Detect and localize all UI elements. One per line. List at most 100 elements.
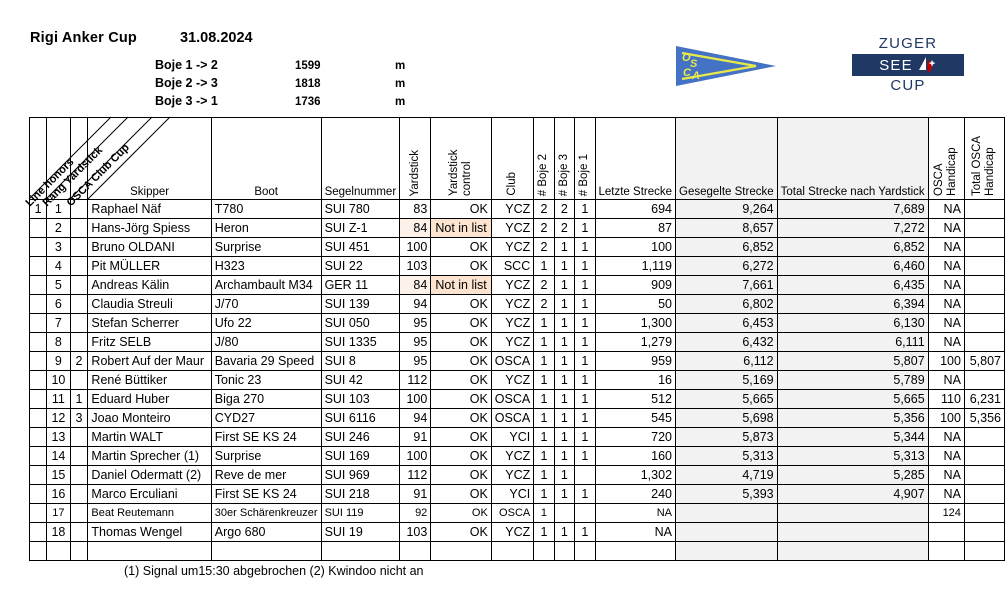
cell-letzte_strecke[interactable]: 512 [594,389,677,409]
cell-total_osca_handicap[interactable] [963,541,1005,561]
cell-gesegelte_strecke[interactable]: 6,432 [675,332,778,352]
cell-boje2[interactable]: 1 [533,465,555,485]
table-row[interactable]: 1 1 Raphael Näf T780 SUI 780 83 OK YCZ 2 2 1 694 9,2… [28,199,1005,219]
cell-osca_club_cup[interactable] [69,199,89,219]
cell-boot[interactable] [210,541,322,561]
cell-yardstick_control[interactable]: OK [430,427,492,447]
cell-line_honors[interactable] [28,541,48,561]
table-row[interactable]: 3 Bruno OLDANI Surprise SUI 451 100 OK YCZ 2 1 1 1… [28,237,1005,257]
cell-rang_yardstick[interactable]: 9 [46,351,71,371]
cell-boje2[interactable]: 1 [533,351,555,371]
cell-letzte_strecke[interactable]: 240 [594,484,677,504]
cell-boot[interactable]: 30er Schärenkreuzer [210,503,322,523]
cell-rang_yardstick[interactable]: 5 [46,275,71,295]
cell-letzte_strecke[interactable]: 1,119 [594,256,677,276]
cell-rang_yardstick[interactable]: 14 [46,446,71,466]
cell-boje3[interactable]: 1 [553,313,576,333]
cell-boot[interactable]: Surprise [210,446,322,466]
cell-total_strecke_nach_yardstick[interactable] [776,503,929,523]
cell-total_strecke_nach_yardstick[interactable]: 5,665 [776,389,929,409]
cell-yardstick_control[interactable]: OK [430,332,492,352]
cell-letzte_strecke[interactable]: 909 [594,275,677,295]
cell-gesegelte_strecke[interactable]: 6,852 [675,237,778,257]
cell-rang_yardstick[interactable]: 8 [46,332,71,352]
table-row[interactable] [28,541,1005,561]
cell-yardstick[interactable]: 94 [399,294,432,314]
cell-segelnummer[interactable]: GER 11 [320,275,401,295]
cell-skipper[interactable]: Robert Auf der Maur [87,351,212,371]
cell-skipper[interactable]: Daniel Odermatt (2) [87,465,212,485]
cell-boje2[interactable]: 1 [533,256,555,276]
cell-boje3[interactable]: 1 [553,275,576,295]
cell-skipper[interactable]: Andreas Kälin [87,275,212,295]
cell-boje1[interactable]: 1 [574,351,596,371]
cell-boje1[interactable]: 1 [574,389,596,409]
cell-gesegelte_strecke[interactable]: 5,313 [675,446,778,466]
cell-boje3[interactable]: 1 [553,389,576,409]
cell-line_honors[interactable] [28,465,48,485]
cell-osca_handicap[interactable] [927,522,965,542]
cell-line_honors[interactable] [28,313,48,333]
cell-rang_yardstick[interactable]: 18 [46,522,71,542]
cell-boje1[interactable]: 1 [574,199,596,219]
cell-boje1[interactable]: 1 [574,294,596,314]
cell-boje2[interactable]: 1 [533,313,555,333]
cell-yardstick_control[interactable]: OK [430,237,492,257]
cell-club[interactable]: YCI [490,427,535,447]
table-row[interactable]: 2 Hans-Jörg Spiess Heron SUI Z-1 84 Not in li… [28,218,1005,238]
table-row[interactable]: 14 Martin Sprecher (1) Surprise SUI 169 100 O… [28,446,1005,466]
cell-yardstick[interactable]: 91 [399,427,432,447]
cell-total_strecke_nach_yardstick[interactable]: 6,435 [776,275,929,295]
cell-skipper[interactable]: Martin Sprecher (1) [87,446,212,466]
cell-boje1[interactable] [574,541,596,561]
cell-skipper[interactable]: Bruno OLDANI [87,237,212,257]
cell-segelnummer[interactable]: SUI 119 [320,503,401,523]
cell-boje3[interactable]: 1 [553,427,576,447]
cell-yardstick_control[interactable]: OK [430,446,492,466]
cell-boot[interactable]: T780 [210,199,322,219]
cell-osca_handicap[interactable]: 124 [927,503,965,523]
cell-yardstick_control[interactable]: OK [430,199,492,219]
cell-total_strecke_nach_yardstick[interactable]: 4,907 [776,484,929,504]
table-row[interactable]: 15 Daniel Odermatt (2) Reve de mer SUI 969 1… [28,465,1005,485]
cell-osca_club_cup[interactable] [69,503,89,523]
cell-line_honors[interactable] [28,484,48,504]
cell-yardstick[interactable]: 100 [399,389,432,409]
cell-boje3[interactable]: 1 [553,332,576,352]
cell-letzte_strecke[interactable]: 1,300 [594,313,677,333]
cell-total_strecke_nach_yardstick[interactable]: 5,344 [776,427,929,447]
cell-boje2[interactable]: 1 [533,370,555,390]
cell-total_strecke_nach_yardstick[interactable]: 6,394 [776,294,929,314]
cell-osca_handicap[interactable] [927,541,965,561]
cell-boje3[interactable]: 1 [553,351,576,371]
cell-osca_handicap[interactable]: NA [927,465,965,485]
cell-osca_handicap[interactable]: NA [927,275,965,295]
cell-osca_club_cup[interactable] [69,237,89,257]
cell-total_strecke_nach_yardstick[interactable]: 6,111 [776,332,929,352]
cell-club[interactable]: YCI [490,484,535,504]
cell-line_honors[interactable] [28,389,48,409]
cell-yardstick[interactable]: 91 [399,484,432,504]
cell-rang_yardstick[interactable]: 4 [46,256,71,276]
cell-segelnummer[interactable]: SUI 218 [320,484,401,504]
cell-rang_yardstick[interactable]: 15 [46,465,71,485]
cell-total_strecke_nach_yardstick[interactable]: 5,789 [776,370,929,390]
cell-segelnummer[interactable]: SUI 139 [320,294,401,314]
cell-boot[interactable]: J/80 [210,332,322,352]
cell-osca_handicap[interactable]: NA [927,370,965,390]
cell-boje3[interactable]: 1 [553,370,576,390]
cell-boje3[interactable]: 1 [553,294,576,314]
cell-boot[interactable]: Reve de mer [210,465,322,485]
cell-yardstick[interactable]: 103 [399,256,432,276]
cell-total_strecke_nach_yardstick[interactable]: 6,460 [776,256,929,276]
cell-yardstick_control[interactable]: OK [430,294,492,314]
cell-osca_handicap[interactable]: NA [927,332,965,352]
cell-total_osca_handicap[interactable] [963,275,1005,295]
cell-boot[interactable]: First SE KS 24 [210,427,322,447]
cell-letzte_strecke[interactable]: 16 [594,370,677,390]
cell-yardstick[interactable]: 95 [399,313,432,333]
cell-yardstick[interactable]: 92 [399,503,432,523]
cell-boot[interactable]: J/70 [210,294,322,314]
cell-segelnummer[interactable]: SUI 169 [320,446,401,466]
cell-boot[interactable]: Archambault M34 [210,275,322,295]
